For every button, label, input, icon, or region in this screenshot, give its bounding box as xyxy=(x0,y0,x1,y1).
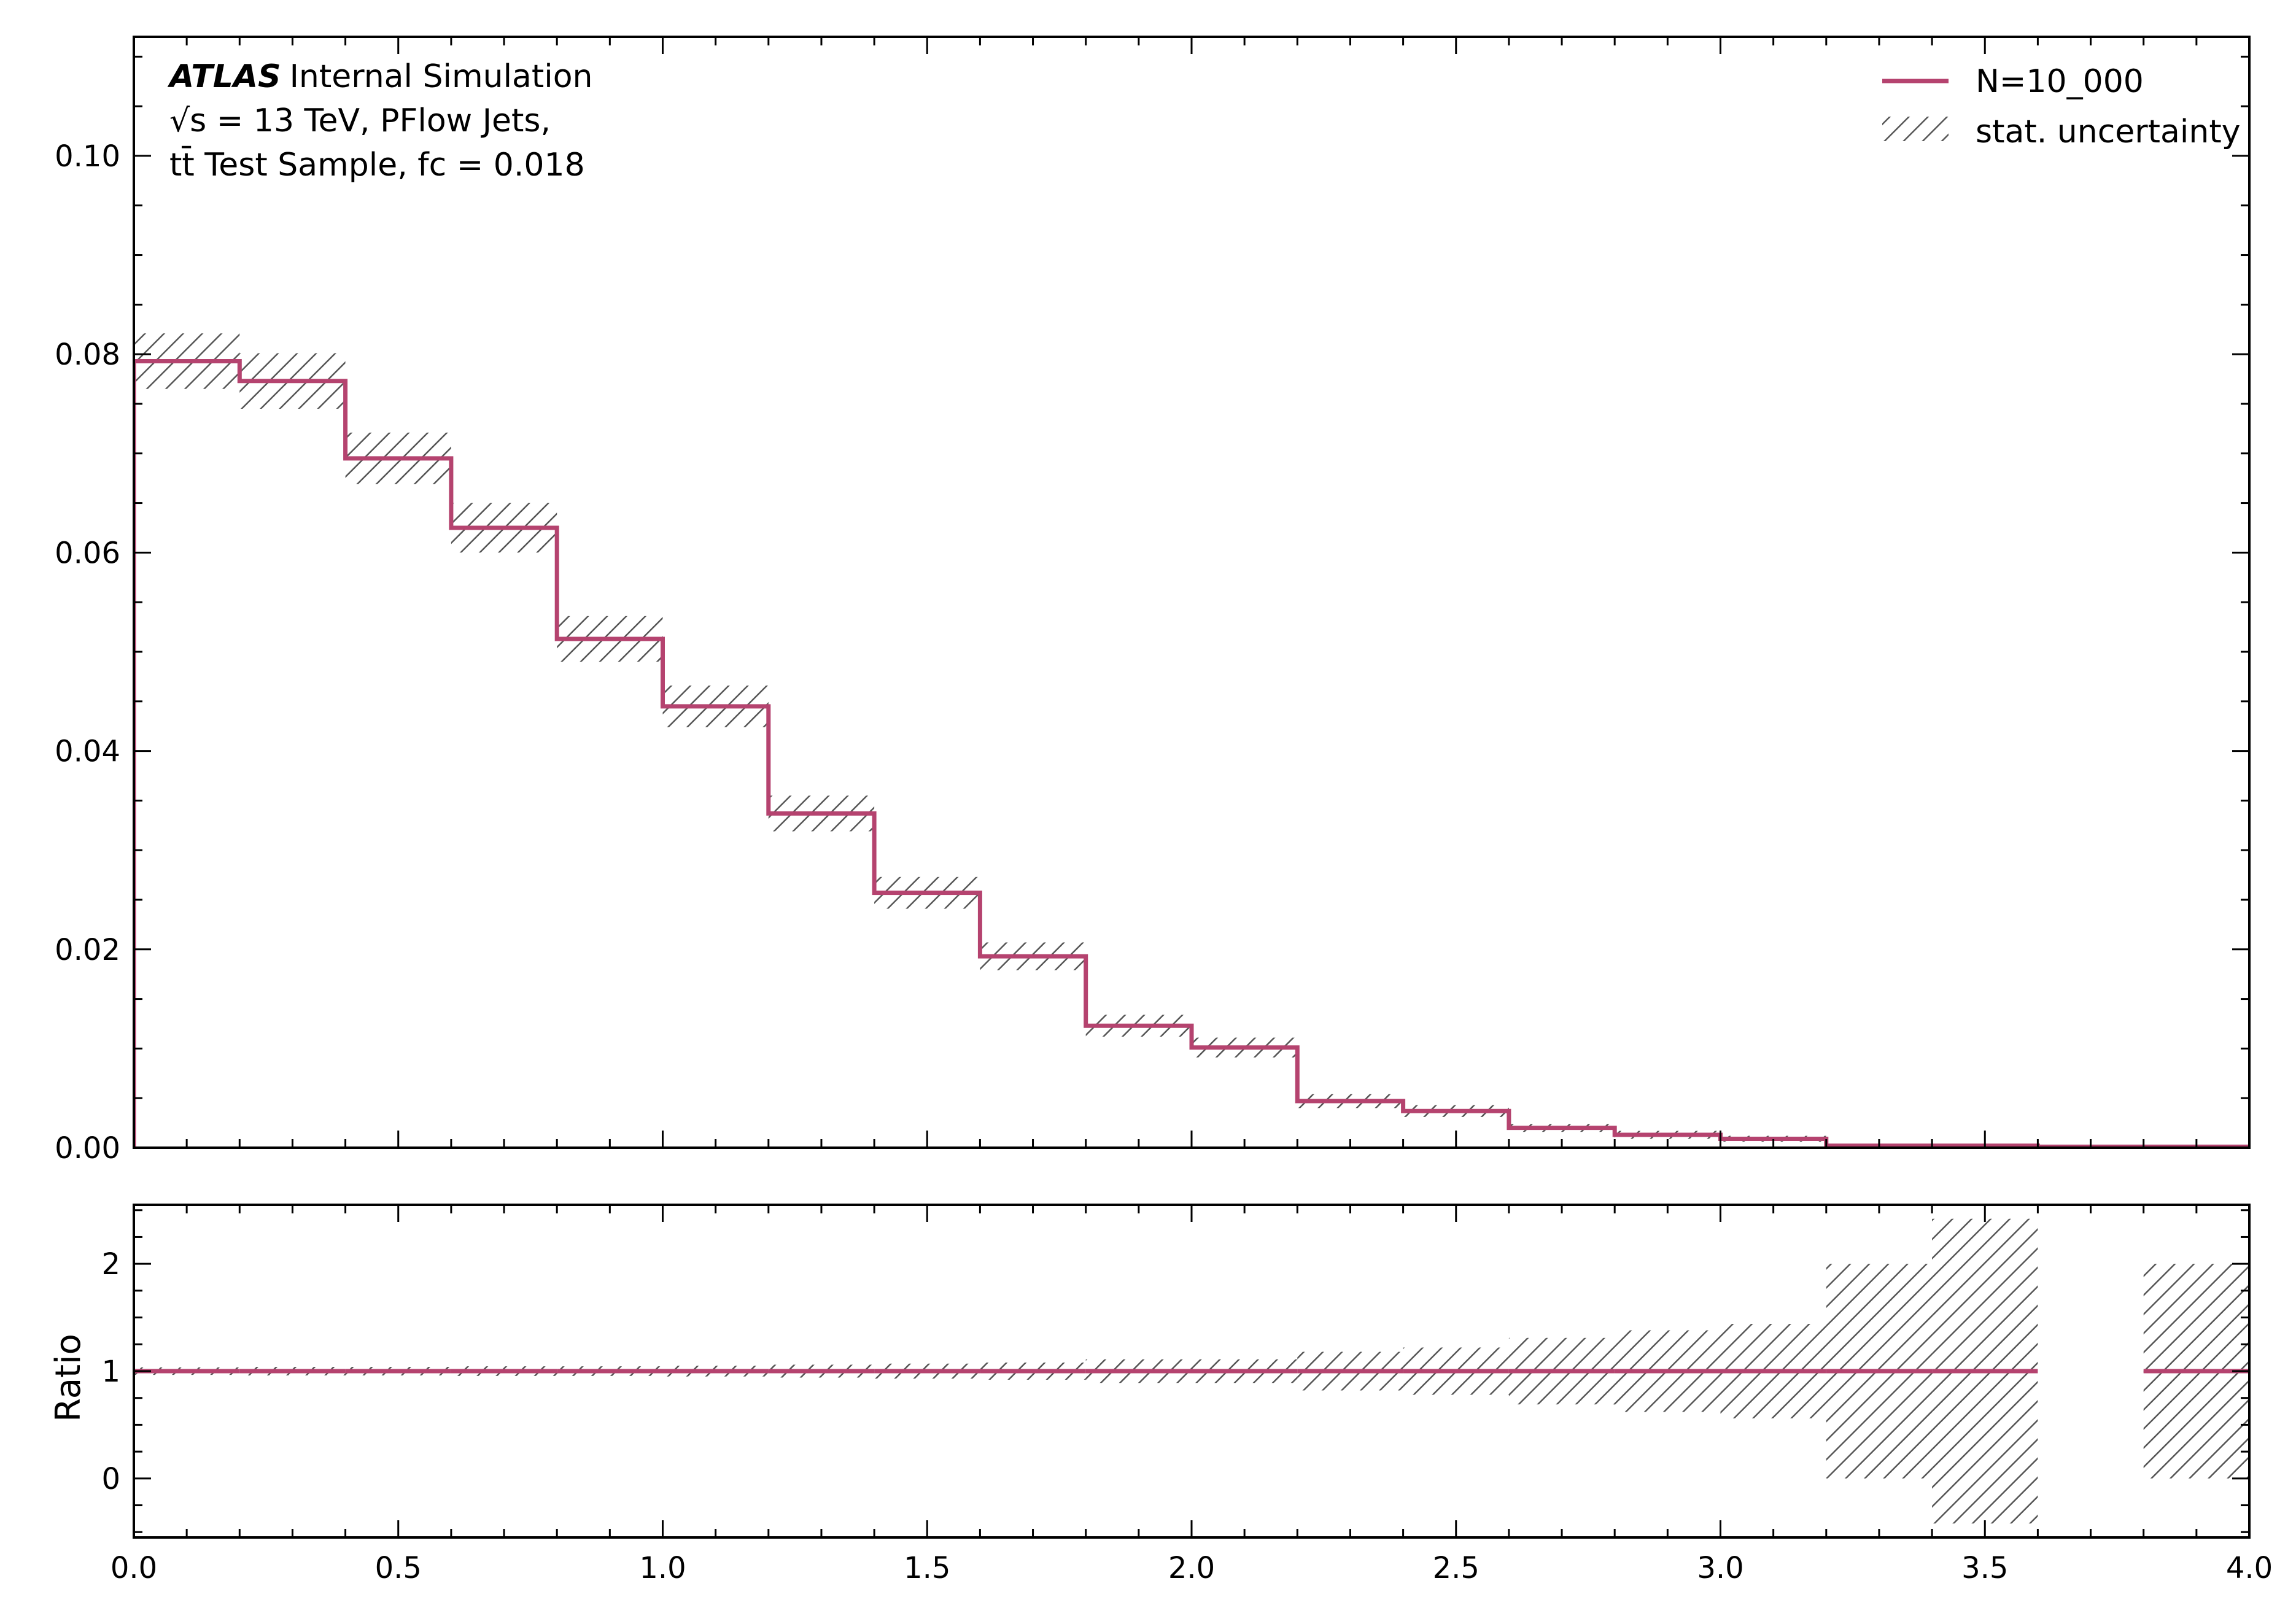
main-panel: 0.00 0.02 0.04 0.06 0.08 0.10 ATLAS Internal S… xyxy=(55,36,2251,1166)
main-ytick-label: 0.08 xyxy=(55,338,120,372)
ratio-ytick-label: 0 xyxy=(101,1462,120,1496)
legend-entry-uncertainty: stat. uncertainty xyxy=(1976,114,2241,150)
ratio-ytick-label: 2 xyxy=(101,1247,120,1282)
ratio-ytick-label: 1 xyxy=(101,1355,120,1389)
ratio-xtick-label: 2.5 xyxy=(1433,1551,1480,1585)
energy-label: √s = 13 TeV, PFlow Jets, xyxy=(169,102,551,139)
main-frame xyxy=(133,36,2251,1149)
legend: N=10_000 stat. uncertainty xyxy=(1882,63,2241,150)
ratio-xtick-label: 0.0 xyxy=(111,1551,157,1585)
ratio-xtick-label: 0.5 xyxy=(375,1551,422,1585)
ratio-ylabel: Ratio xyxy=(48,1334,88,1422)
main-ytick-label: 0.04 xyxy=(55,735,120,769)
ratio-xtick-label: 2.0 xyxy=(1168,1551,1215,1585)
atlas-label: ATLAS Internal Simulation xyxy=(167,58,593,95)
legend-entry-series: N=10_000 xyxy=(1976,63,2144,100)
ratio-xtick-label: 3.0 xyxy=(1697,1551,1743,1585)
ratio-panel: 0 1 2 0.0 0.5 1.0 1.5 2.0 2.5 3.0 3.5 4.0 Ratio xyxy=(48,1204,2273,1585)
main-axis-ticks: 0.00 0.02 0.04 0.06 0.08 0.10 xyxy=(55,37,2251,1166)
main-ytick-label: 0.00 xyxy=(55,1131,120,1166)
ratio-xtick-label: 1.0 xyxy=(639,1551,686,1585)
ratio-xtick-label: 4.0 xyxy=(2226,1551,2273,1585)
main-ytick-label: 0.02 xyxy=(55,933,120,967)
ratio-xtick-label: 1.5 xyxy=(904,1551,950,1585)
ratio-frame xyxy=(133,1204,2251,1539)
legend-hatch-swatch xyxy=(1882,117,1949,141)
main-ytick-label: 0.10 xyxy=(55,139,120,174)
main-step-line xyxy=(134,358,2249,1148)
sample-label: tt̄ Test Sample, fc = 0.018 xyxy=(169,146,585,184)
ratio-xtick-label: 3.5 xyxy=(1961,1551,2008,1585)
main-ytick-label: 0.06 xyxy=(55,536,120,570)
ratio-axis-ticks: 0 1 2 0.0 0.5 1.0 1.5 2.0 2.5 3.0 3.5 4.0 xyxy=(101,1205,2273,1585)
